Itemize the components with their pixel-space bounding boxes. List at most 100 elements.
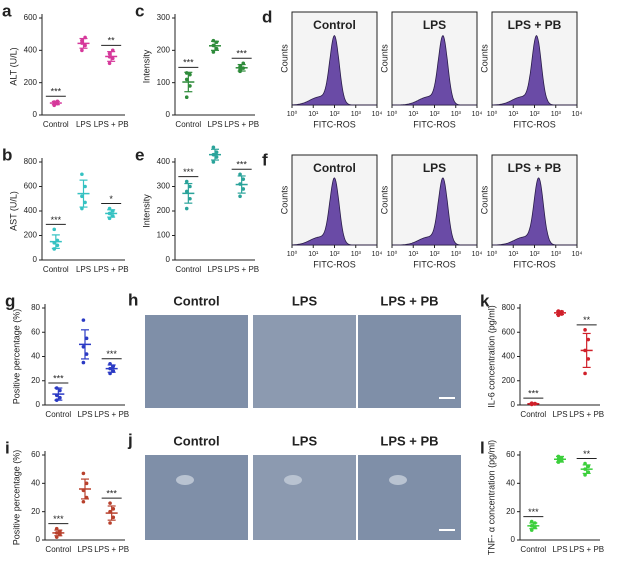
significance-label: *** xyxy=(183,167,194,177)
data-point xyxy=(84,481,89,486)
micrograph xyxy=(145,315,248,408)
y-axis-label: IL-6 concentration (pg/ml) xyxy=(486,305,496,408)
x-tick-label: LPS xyxy=(207,120,222,129)
y-axis-label: Intensity xyxy=(141,49,151,83)
y-tick-label: 600 xyxy=(24,182,38,191)
x-tick-label: LPS + PB xyxy=(224,120,259,129)
data-point xyxy=(81,360,86,365)
x-tick-label: Control xyxy=(45,545,71,554)
x-axis-label: FITC-ROS xyxy=(313,119,356,129)
data-point xyxy=(55,243,60,248)
y-tick-label: 40 xyxy=(31,478,40,487)
data-point xyxy=(184,95,189,100)
x-tick-label: LPS + PB xyxy=(224,265,259,274)
data-point xyxy=(52,227,57,232)
panel-letter: a xyxy=(2,1,12,20)
x-tick-label: 10⁰ xyxy=(487,250,498,258)
x-tick-label: LPS xyxy=(77,410,92,419)
y-tick-label: 40 xyxy=(506,478,515,487)
data-point xyxy=(83,184,87,189)
x-tick-label: LPS xyxy=(76,120,91,129)
x-tick-label: 10² xyxy=(329,111,340,118)
data-point xyxy=(80,48,84,53)
y-axis-label: Counts xyxy=(279,185,289,214)
x-tick-label: 10⁰ xyxy=(387,110,398,118)
data-point xyxy=(214,155,219,159)
micrograph xyxy=(358,315,461,408)
x-tick-label: 10² xyxy=(429,111,440,118)
x-tick-label: 10¹ xyxy=(408,111,419,118)
panel-letter: d xyxy=(262,7,272,26)
x-tick-label: 10⁴ xyxy=(572,251,583,258)
data-point xyxy=(184,77,189,82)
y-tick-label: 400 xyxy=(24,45,38,54)
x-tick-label: LPS xyxy=(76,265,91,274)
x-tick-label: LPS + PB xyxy=(94,265,129,274)
x-tick-label: Control xyxy=(520,410,546,419)
x-tick-label: 10² xyxy=(429,251,440,258)
significance-label: *** xyxy=(106,349,117,359)
data-point xyxy=(83,43,87,48)
image-title: Control xyxy=(173,293,219,308)
x-tick-label: 10² xyxy=(529,251,540,258)
y-tick-label: 100 xyxy=(157,231,171,240)
x-tick-label: 10⁴ xyxy=(472,111,483,118)
data-point xyxy=(84,336,89,341)
axes xyxy=(41,14,125,116)
data-point xyxy=(184,179,189,184)
x-axis-label: FITC-ROS xyxy=(413,119,456,129)
panel-letter: c xyxy=(135,1,144,20)
data-point xyxy=(184,189,189,194)
data-point xyxy=(58,388,62,393)
data-point xyxy=(583,371,587,376)
y-tick-label: 20 xyxy=(31,376,40,385)
y-tick-label: 80 xyxy=(31,303,40,312)
y-tick-label: 0 xyxy=(33,110,38,119)
data-point xyxy=(586,357,591,361)
x-axis-label: FITC-ROS xyxy=(413,259,456,269)
y-tick-label: 800 xyxy=(502,303,516,312)
data-point xyxy=(241,187,246,191)
panel-letter: f xyxy=(262,150,268,169)
x-tick-label: Control xyxy=(175,265,201,274)
x-tick-label: LPS + PB xyxy=(94,410,129,419)
y-tick-label: 0 xyxy=(36,400,41,409)
data-point xyxy=(238,172,242,177)
y-axis-label: Counts xyxy=(379,185,389,214)
x-tick-label: 10⁰ xyxy=(287,250,298,258)
x-tick-label: LPS xyxy=(552,545,567,554)
histogram xyxy=(291,35,377,106)
significance-label: ** xyxy=(583,449,591,459)
data-point xyxy=(583,328,587,332)
data-point xyxy=(108,501,112,505)
y-tick-label: 800 xyxy=(24,157,38,166)
panel-letter: l xyxy=(480,438,485,457)
x-tick-label: 10⁴ xyxy=(372,251,383,258)
vessel xyxy=(284,475,302,485)
histogram xyxy=(392,35,477,106)
y-tick-label: 300 xyxy=(157,13,171,22)
x-tick-label: 10¹ xyxy=(408,251,419,258)
data-point xyxy=(188,84,192,88)
histogram xyxy=(291,177,377,246)
histogram xyxy=(392,177,477,246)
data-point xyxy=(111,515,116,520)
y-tick-label: 200 xyxy=(24,78,38,87)
y-tick-label: 60 xyxy=(506,450,515,459)
data-point xyxy=(108,521,112,525)
image-title: LPS xyxy=(292,293,318,308)
x-tick-label: 10⁴ xyxy=(472,251,483,258)
data-point xyxy=(586,337,591,342)
panel-letter: g xyxy=(5,291,15,310)
y-tick-label: 0 xyxy=(166,110,171,119)
data-point xyxy=(107,61,112,66)
y-tick-label: 200 xyxy=(157,206,171,215)
data-point xyxy=(107,51,112,56)
y-axis-label: Positive percentage (%) xyxy=(11,450,21,546)
x-tick-label: 10¹ xyxy=(508,111,519,118)
x-tick-label: 10³ xyxy=(451,251,462,258)
y-tick-label: 0 xyxy=(511,400,516,409)
data-point xyxy=(81,345,86,349)
y-axis-label: Counts xyxy=(479,44,489,73)
